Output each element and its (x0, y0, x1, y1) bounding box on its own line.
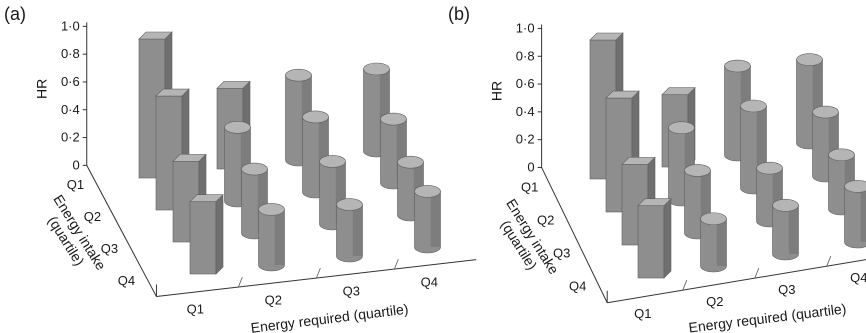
required-tick-label: Q3 (778, 282, 795, 297)
required-tick-label: Q1 (634, 306, 651, 321)
intake-axis-title: Energy intake(quartile) (37, 192, 110, 282)
hr-axis-title: HR (489, 81, 505, 101)
hr-tick-label: 1·0 (61, 18, 80, 33)
bar (258, 203, 285, 272)
required-tick-label: Q4 (421, 275, 438, 290)
bar (189, 193, 224, 275)
hr-tick-label: 0·8 (61, 46, 80, 61)
hr-tick-label: 0 (73, 157, 80, 172)
floor-grid-line (315, 267, 321, 279)
hr-tick-label: 0·6 (516, 76, 535, 91)
intake-tick-label: Q1 (67, 177, 84, 192)
required-tick-label: Q2 (265, 293, 282, 308)
bar (336, 198, 363, 263)
bar (772, 199, 799, 261)
intake-axis-title: Energy intake(quartile) (490, 196, 563, 286)
panel-label: (a) (4, 4, 26, 24)
intake-tick-label: Q3 (101, 241, 118, 256)
hr-tick-label: 1·0 (516, 20, 535, 35)
hr-tick-label: 0·2 (61, 130, 80, 145)
floor-grid-line (682, 280, 688, 291)
required-tick-label: Q3 (343, 284, 360, 299)
hr-tick-label: 0·2 (516, 132, 535, 147)
chart-panel-b: 0 0·2 0·4 0·6 0·8 1·0 HR Q1 Q2 Q3 Q4 Q1 Q2 Q3 Q4 Energy… (448, 4, 866, 333)
required-tick-label: Q4 (850, 270, 866, 285)
hr-tick-label: 0·8 (516, 48, 535, 63)
intake-tick-label: Q2 (84, 209, 101, 224)
floor-grid-line (237, 276, 243, 288)
intake-tick-label: Q4 (569, 279, 586, 294)
bar (414, 185, 441, 254)
hr-tick-label: 0·6 (61, 74, 80, 89)
floor-grid-line (826, 256, 832, 267)
panel-label: (b) (448, 4, 470, 24)
hr-tick-label: 0 (527, 159, 534, 174)
bar (637, 197, 672, 279)
chart-panel-a: 0 0·2 0·4 0·6 0·8 1·0 HR Q1 Q2 Q3 Q4 Q1 Q2 Q3 Q4 Energy… (4, 4, 477, 333)
bar (684, 164, 711, 240)
intake-axis-line (86, 165, 157, 297)
intake-tick-label: Q4 (118, 273, 135, 288)
floor-grid-line (393, 258, 399, 270)
intake-tick-label: Q2 (537, 213, 554, 228)
hr-axis-title: HR (34, 79, 50, 99)
intake-tick-label: Q3 (553, 246, 570, 261)
bar (844, 180, 866, 249)
floor-grid-line (754, 268, 760, 279)
required-tick-label: Q2 (706, 294, 723, 309)
hr-tick-label: 0·4 (516, 104, 535, 119)
required-tick-label: Q1 (187, 302, 204, 317)
intake-tick-label: Q1 (521, 180, 538, 195)
hr-tick-label: 0·4 (61, 102, 80, 117)
bar (700, 212, 727, 273)
intake-axis-line (541, 167, 608, 303)
